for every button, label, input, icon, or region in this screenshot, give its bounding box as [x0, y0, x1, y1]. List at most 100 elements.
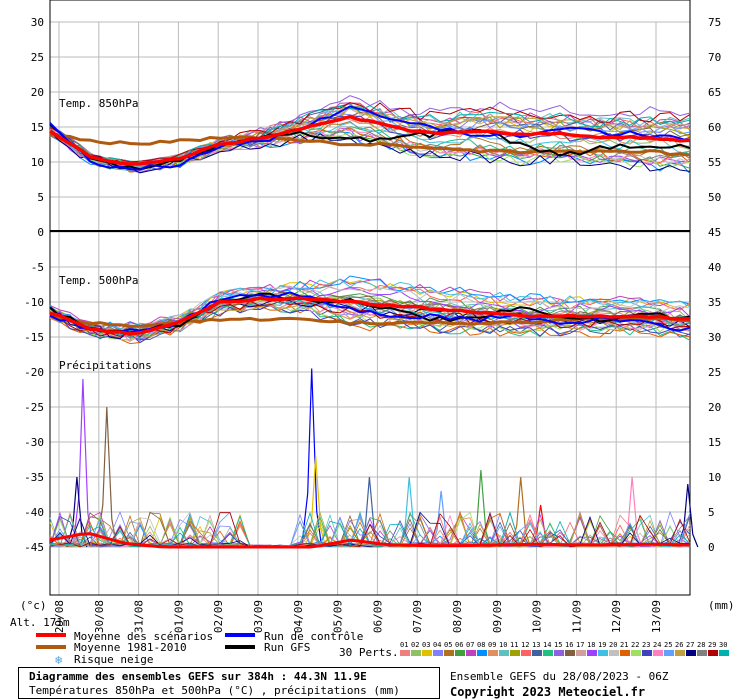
pert-number: 02	[411, 641, 419, 649]
x-date-label: 10/09	[531, 600, 544, 633]
pert-swatch	[642, 650, 652, 656]
pert-swatch	[620, 650, 630, 656]
right-tick-t500-precip: 30	[708, 331, 721, 344]
right-tick-t500-precip: 20	[708, 401, 721, 414]
footer-subtitle: Températures 850hPa et 500hPa (°C) , pré…	[29, 684, 400, 697]
pert-number: 23	[642, 641, 650, 649]
footer-box: Diagramme des ensembles GEFS sur 384h : …	[18, 667, 440, 699]
pert-number: 14	[543, 641, 551, 649]
pert-swatch	[675, 650, 685, 656]
right-tick-t500-precip: 10	[708, 471, 721, 484]
ensemble-info: Ensemble GEFS du 28/08/2023 - 06Z	[450, 670, 669, 683]
left-tick-label: -10	[24, 296, 44, 309]
t850-mean-line	[49, 114, 691, 166]
pert-number: 21	[620, 641, 628, 649]
altitude-label: Alt. 171m	[10, 616, 70, 629]
pert-swatch	[576, 650, 586, 656]
pert-number: 08	[477, 641, 485, 649]
pert-number: 03	[422, 641, 430, 649]
x-date-label: 29/08	[53, 600, 66, 633]
precip-peak-line	[677, 483, 699, 548]
precip-peak-line	[72, 378, 94, 548]
pert-swatch	[543, 650, 553, 656]
legend-swatch-mean-scenarios	[36, 633, 66, 637]
pert-number: 09	[488, 641, 496, 649]
pert-swatch	[554, 650, 564, 656]
pert-number: 22	[631, 641, 639, 649]
axes	[49, 0, 691, 596]
pert-legend: 01 02 03 04 05 06 07 08 09 10 11 12 13 14 15 16 17 18 19 20…	[400, 641, 729, 656]
legend: Moyenne des scénarios Moyenne 1981-2010 …	[36, 630, 729, 665]
right-tick-t850: 75	[708, 16, 721, 29]
t500-pert-line	[49, 283, 691, 330]
right-tick-t500-precip: 0	[708, 541, 715, 554]
pert-swatch	[521, 650, 531, 656]
left-tick-label: 30	[31, 16, 44, 29]
left-tick-label: 0	[37, 226, 44, 239]
pert-number: 01	[400, 641, 408, 649]
pert-number: 20	[609, 641, 617, 649]
pert-swatch	[411, 650, 421, 656]
x-date-label: 07/09	[411, 600, 424, 633]
pert-swatch	[477, 650, 487, 656]
x-date-label: 13/09	[650, 600, 663, 633]
copyright: Copyright 2023 Meteociel.fr	[450, 685, 646, 699]
left-tick-label: -35	[24, 471, 44, 484]
legend-swatch-gfs-run	[225, 645, 255, 649]
right-tick-t500-precip: 25	[708, 366, 721, 379]
x-date-label: 12/09	[610, 600, 623, 633]
right-tick-t500-precip: 15	[708, 436, 721, 449]
pert-number: 06	[455, 641, 463, 649]
pert-swatch	[598, 650, 608, 656]
x-date-label: 03/09	[252, 600, 265, 633]
pert-swatch	[719, 650, 729, 656]
pert-swatch	[455, 650, 465, 656]
t500-pert-line	[49, 297, 691, 340]
t850-pert-line	[49, 131, 691, 174]
t850-pert-line	[49, 127, 691, 173]
t500-pert-line	[49, 302, 691, 338]
x-date-label: 04/09	[292, 600, 305, 633]
t500-pert-line	[49, 285, 691, 331]
pert-swatch	[565, 650, 575, 656]
pert-swatch	[697, 650, 707, 656]
t850-pert-line	[49, 105, 691, 169]
right-tick-t850: 70	[708, 51, 721, 64]
left-tick-label: -40	[24, 506, 44, 519]
pert-swatch	[532, 650, 542, 656]
right-unit-label: (mm)	[708, 599, 735, 612]
t500-mean-line	[49, 296, 690, 336]
pert-number: 17	[576, 641, 584, 649]
right-tick-t500-precip: 5	[708, 506, 715, 519]
pert-number: 13	[532, 641, 540, 649]
pert-number: 18	[587, 641, 595, 649]
right-tick-t850: 60	[708, 121, 721, 134]
pert-number: 15	[554, 641, 562, 649]
legend-perts-label: 30 Perts.	[339, 646, 399, 659]
right-tick-t500-precip: 40	[708, 261, 721, 274]
legend-swatch-mean-climate	[36, 645, 66, 649]
right-tick-t500-precip: 45	[708, 226, 721, 239]
left-tick-label: -25	[24, 401, 44, 414]
pert-swatch	[631, 650, 641, 656]
pert-number: 05	[444, 641, 452, 649]
left-tick-label: 20	[31, 86, 44, 99]
left-tick-label: 15	[31, 121, 44, 134]
pert-number: 16	[565, 641, 573, 649]
pert-number: 11	[510, 641, 518, 649]
left-unit-label: (°c)	[20, 599, 47, 612]
x-date-label: 31/08	[133, 600, 146, 633]
legend-mean-climate: Moyenne 1981-2010	[74, 641, 187, 654]
pert-number: 07	[466, 641, 474, 649]
x-date-label: 06/09	[371, 600, 384, 633]
pert-number: 24	[653, 641, 661, 649]
legend-swatch-control-run	[225, 633, 255, 637]
right-tick-t850: 50	[708, 191, 721, 204]
x-date-label: 11/09	[570, 600, 583, 633]
pert-swatch	[488, 650, 498, 656]
left-tick-label: -20	[24, 366, 44, 379]
pert-swatch	[466, 650, 476, 656]
pert-swatch	[433, 650, 443, 656]
x-date-label: 01/09	[172, 600, 185, 633]
pert-swatch	[422, 650, 432, 656]
